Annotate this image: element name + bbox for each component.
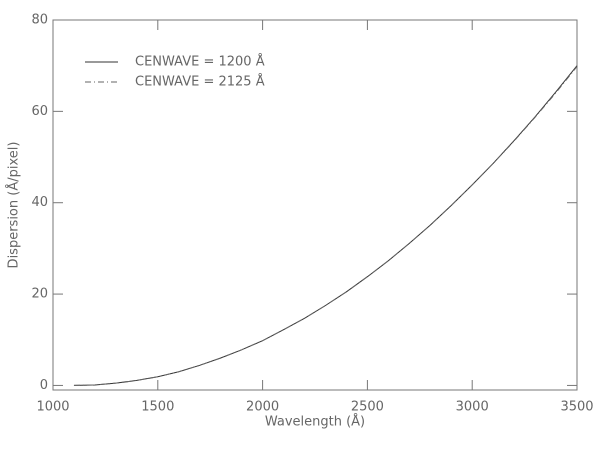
y-tick-label: 60: [31, 104, 48, 119]
y-tick-label: 40: [31, 195, 48, 210]
series-line: [73, 66, 578, 386]
y-tick-label: 0: [40, 378, 48, 393]
y-tick-label: 20: [31, 287, 48, 302]
y-axis-label: Dispersion (Å/pixel): [6, 142, 22, 269]
series-line: [73, 65, 578, 386]
x-tick-label: 3000: [456, 400, 489, 415]
legend-label: CENWAVE = 1200 Å: [135, 54, 265, 70]
x-axis-label: Wavelength (Å): [265, 414, 365, 430]
y-tick-label: 80: [31, 13, 48, 28]
x-tick-label: 2000: [246, 400, 279, 415]
x-tick-label: 1000: [36, 400, 69, 415]
x-tick-label: 1500: [141, 400, 174, 415]
x-tick-label: 3500: [560, 400, 593, 415]
x-tick-label: 2500: [351, 400, 384, 415]
legend-label: CENWAVE = 2125 Å: [135, 74, 265, 90]
plot-frame: [52, 19, 578, 391]
